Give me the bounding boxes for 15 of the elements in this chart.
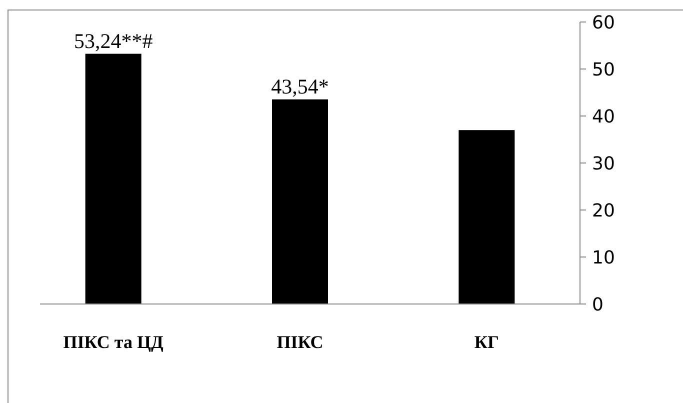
bar <box>458 130 515 304</box>
x-tick-label: ПІКС та ЦД <box>63 332 164 352</box>
y-tick-label: 10 <box>592 247 615 268</box>
y-tick-label: 0 <box>592 294 604 316</box>
bar <box>85 54 142 304</box>
x-tick-label: КГ <box>474 332 499 352</box>
y-tick-label: 40 <box>592 106 615 128</box>
y-tick-label: 30 <box>592 153 615 174</box>
x-tick-label: ПІКС <box>276 332 324 352</box>
y-tick-label: 20 <box>592 200 615 222</box>
y-tick-label: 60 <box>592 12 615 34</box>
y-tick-label: 50 <box>592 59 615 80</box>
data-label: 43,54* <box>271 74 329 98</box>
data-label: 53,24**# <box>74 28 154 53</box>
bar <box>272 99 328 304</box>
